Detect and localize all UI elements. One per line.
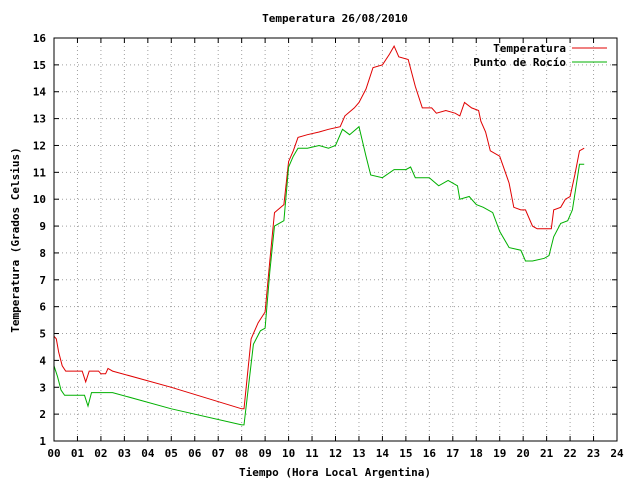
x-tick-label: 09 xyxy=(259,447,272,460)
x-tick-label: 20 xyxy=(517,447,530,460)
series-lines xyxy=(53,44,585,426)
y-tick-label: 14 xyxy=(33,86,47,99)
y-tick-label: 8 xyxy=(39,247,46,260)
x-tick-label: 06 xyxy=(188,447,202,460)
x-tick-label: 22 xyxy=(563,447,576,460)
x-tick-label: 19 xyxy=(493,447,506,460)
x-tick-label: 23 xyxy=(587,447,600,460)
x-tick-label: 05 xyxy=(165,447,178,460)
x-tick-label: 04 xyxy=(141,447,155,460)
x-tick-label: 16 xyxy=(423,447,437,460)
x-tick-label: 15 xyxy=(399,447,412,460)
chart-title: Temperatura 26/08/2010 xyxy=(262,12,408,25)
x-tick-label: 08 xyxy=(235,447,248,460)
y-tick-label: 7 xyxy=(39,274,46,287)
y-tick-label: 4 xyxy=(39,354,46,367)
y-tick-label: 6 xyxy=(39,301,46,314)
x-axis-label: Tiempo (Hora Local Argentina) xyxy=(239,466,431,479)
y-tick-label: 12 xyxy=(33,139,46,152)
y-tick-label: 9 xyxy=(39,220,46,233)
x-tick-label: 24 xyxy=(610,447,624,460)
x-tick-label: 18 xyxy=(470,447,483,460)
y-tick-label: 15 xyxy=(33,59,46,72)
series-line-temperatura xyxy=(53,44,585,410)
x-tick-label: 12 xyxy=(329,447,342,460)
x-tick-label: 00 xyxy=(47,447,60,460)
series-line-punto-de-rocio xyxy=(53,125,585,426)
axes: 00 01 02 03 04 05 06 07 08 09 10 11 12 13 14 15 16 17 18 19… xyxy=(33,32,624,460)
y-tick-label: 3 xyxy=(39,381,46,394)
y-tick-label: 5 xyxy=(39,328,46,341)
y-tick-label: 13 xyxy=(33,113,46,126)
x-tick-label: 21 xyxy=(540,447,554,460)
x-tick-label: 01 xyxy=(71,447,85,460)
x-tick-label: 03 xyxy=(118,447,131,460)
x-tick-label: 07 xyxy=(212,447,225,460)
y-tick-label: 2 xyxy=(39,408,46,421)
x-tick-label: 17 xyxy=(446,447,459,460)
x-tick-label: 02 xyxy=(94,447,107,460)
y-tick-label: 10 xyxy=(33,193,46,206)
x-tick-label: 13 xyxy=(352,447,365,460)
y-tick-label: 11 xyxy=(33,166,47,179)
legend-label: Temperatura xyxy=(493,42,566,55)
legend-label: Punto de Rocío xyxy=(473,56,566,69)
y-axis-label: Temperatura (Grados Celsius) xyxy=(9,147,22,332)
y-tick-label: 16 xyxy=(33,32,47,45)
x-tick-label: 14 xyxy=(376,447,390,460)
x-tick-label: 11 xyxy=(305,447,319,460)
x-tick-label: 10 xyxy=(282,447,295,460)
y-tick-label: 1 xyxy=(39,435,46,448)
